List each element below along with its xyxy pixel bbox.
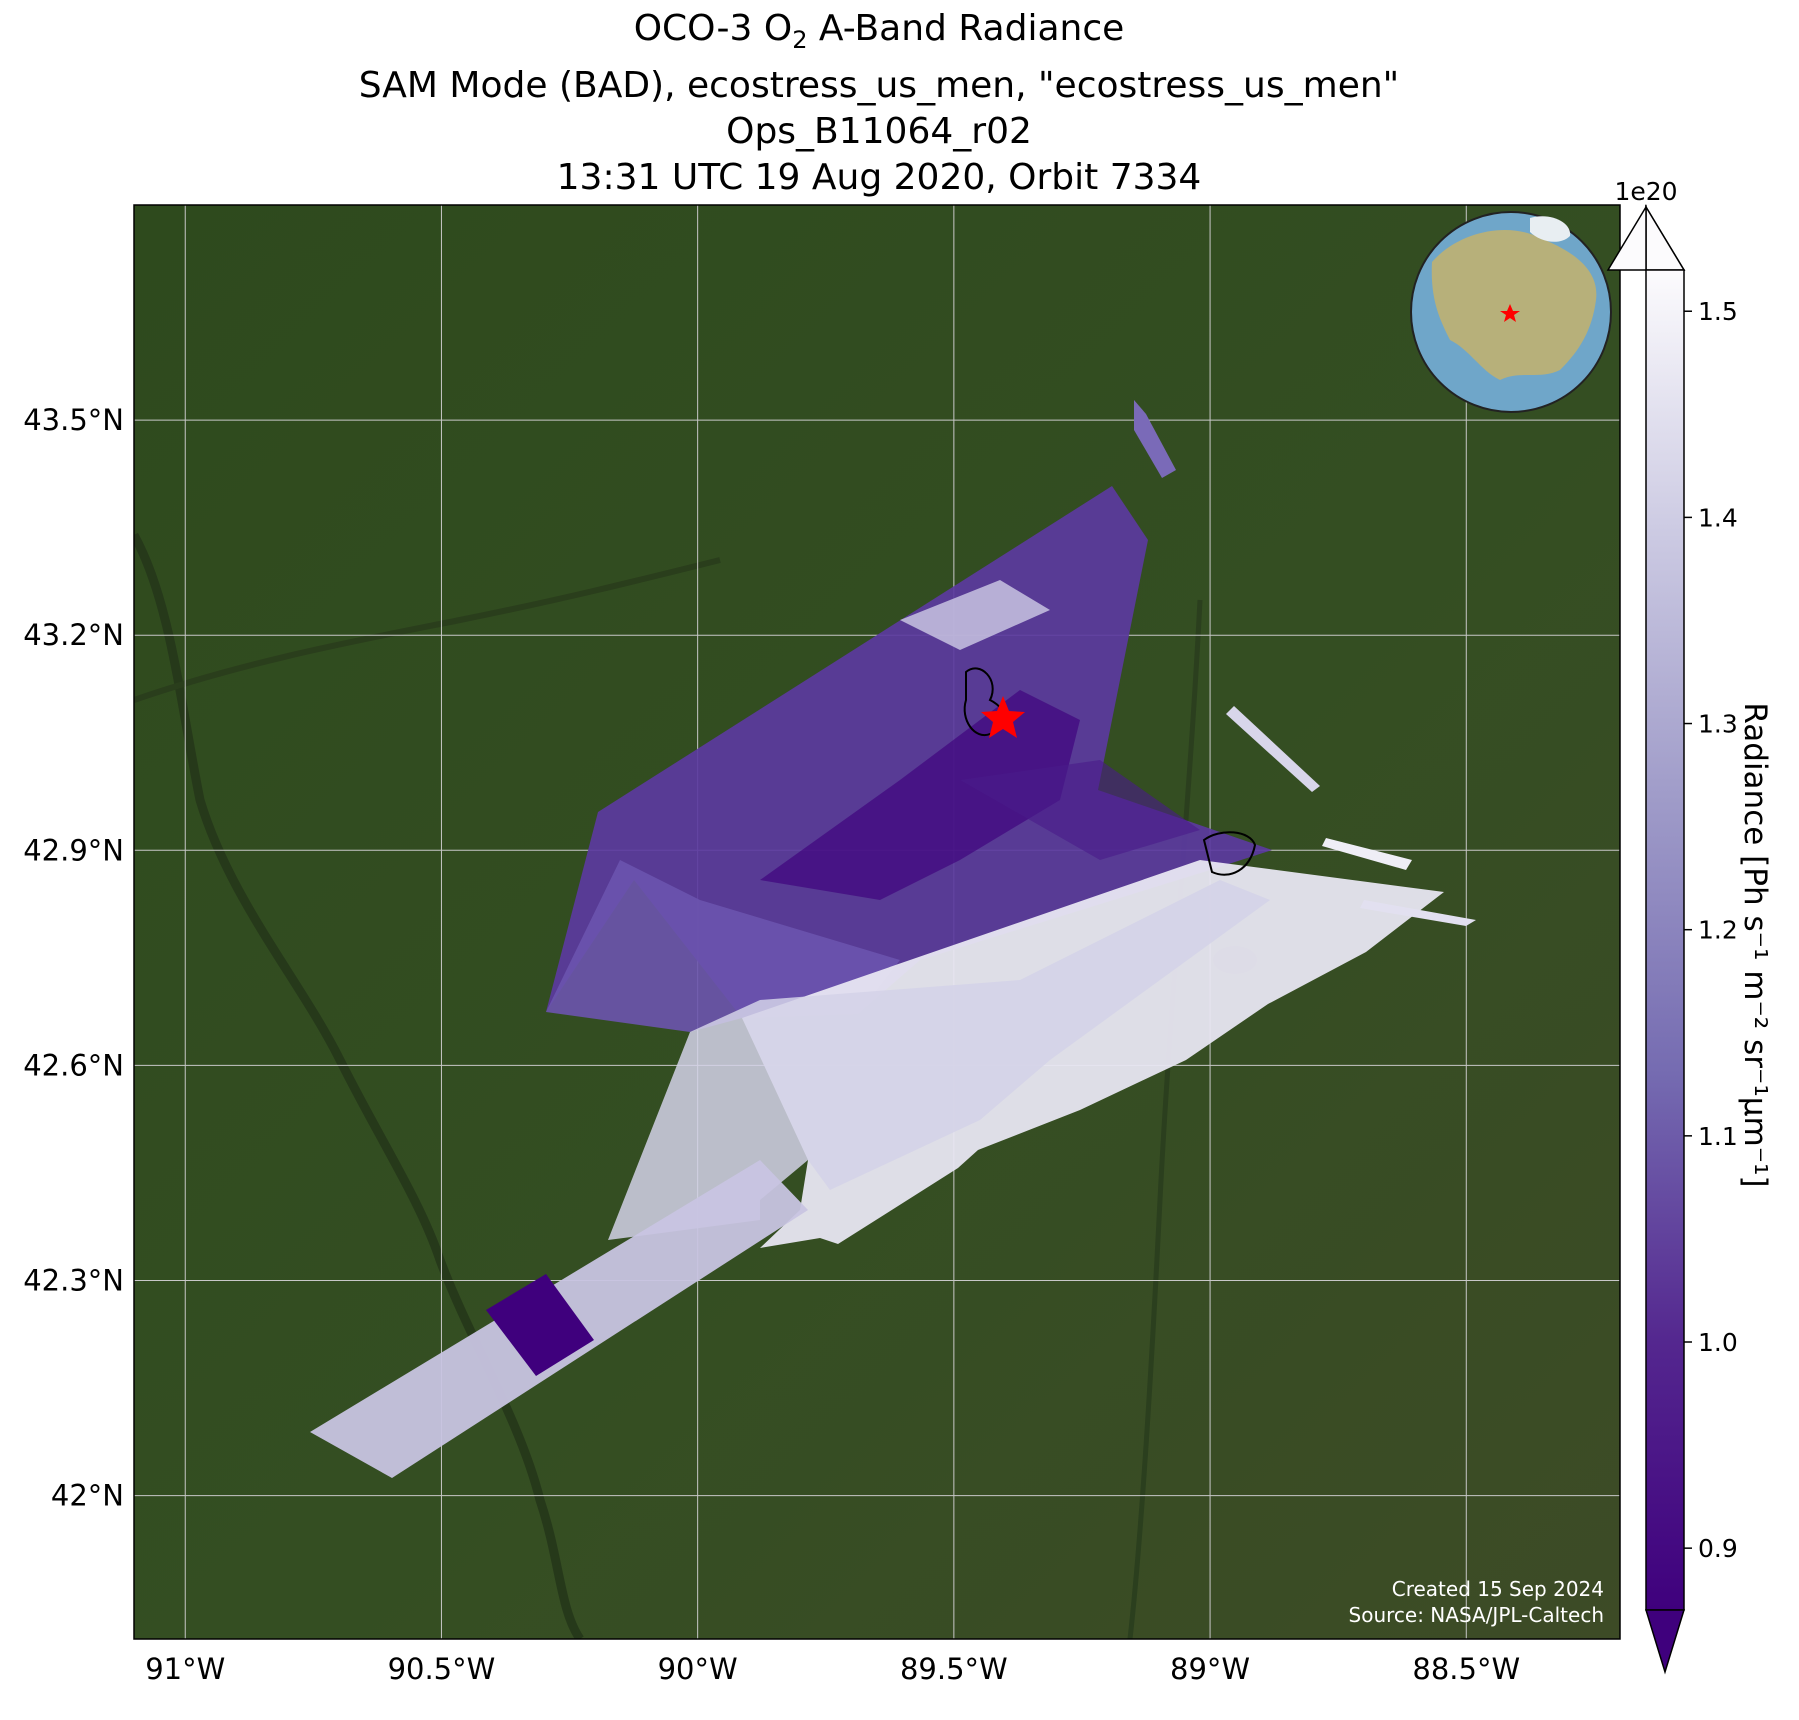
swath-fragment-north	[1134, 400, 1176, 478]
map-frame	[133, 204, 1621, 1640]
swath-lower-band	[608, 880, 1270, 1240]
colorbar-ticks: 0.9 1.0 1.1 1.2 1.3 1.4 1.5	[1684, 297, 1738, 1563]
swath-fragment-east-2	[1322, 838, 1412, 870]
colorbar-tick-label: 1.1	[1698, 1122, 1738, 1151]
colorbar-tick-label: 1.0	[1698, 1328, 1738, 1357]
colorbar-body	[1645, 269, 1685, 1611]
title-line-4: 13:31 UTC 19 Aug 2020, Orbit 7334	[556, 157, 1202, 199]
mississippi-river	[134, 532, 584, 1639]
lon-tick-label: 90°W	[658, 1652, 738, 1686]
colorbar-tick-label: 0.9	[1698, 1534, 1738, 1563]
radiance-swaths	[310, 400, 1476, 1478]
swath-dark-core	[760, 690, 1080, 900]
map-panel: Created 15 Sep 2024 Source: NASA/JPL-Cal…	[133, 204, 1621, 1640]
colorbar-axis-label: Radiance [Ph s⁻¹ m⁻² sr⁻¹μm⁻¹]	[1737, 702, 1773, 1187]
lat-tick-label: 43.5°N	[23, 403, 124, 437]
lon-tick-label: 91°W	[145, 1652, 225, 1686]
colorbar-extend-bottom	[1644, 1609, 1686, 1675]
colorbar-tick-label: 1.3	[1698, 710, 1738, 739]
swath-light-patch	[900, 580, 1050, 650]
colorbar-extend-top-left	[1606, 204, 1647, 271]
colorbar-tick-label: 1.2	[1698, 916, 1738, 945]
chart-title: OCO-3 O2 A-Band Radiance SAM Mode (BAD),…	[134, 6, 1624, 201]
globe-north-america	[1431, 230, 1597, 380]
lon-tick-label: 89°W	[1170, 1652, 1250, 1686]
colorbar: 1e20 0.9 1.0 1.1 1.2 1.3 1.4 1.5 Radiance [Ph …	[1606, 177, 1773, 1675]
title-line-1: OCO-3 O2 A-Band Radiance	[633, 8, 1125, 55]
created-credit: Created 15 Sep 2024	[1392, 1577, 1604, 1601]
star-icon	[1500, 304, 1520, 322]
globe-inset	[1410, 211, 1612, 413]
lon-tick-label: 89.5°W	[900, 1652, 1008, 1686]
rock-river	[1127, 599, 1203, 1639]
swath-fragment-east-1	[1226, 706, 1320, 792]
title-line-3: Ops_B11064_r02	[726, 111, 1032, 153]
lat-tick-label: 42.9°N	[23, 833, 124, 867]
secondary-outline	[1202, 831, 1257, 876]
swath-upper	[546, 486, 1272, 1018]
lon-tick-label: 90.5°W	[388, 1652, 496, 1686]
target-star	[981, 696, 1025, 738]
swath-dark-lower	[960, 760, 1200, 860]
colorbar-tick-label: 1.5	[1698, 297, 1738, 326]
lat-tick-label: 42.3°N	[23, 1264, 124, 1298]
colorbar-tick-label: 1.4	[1698, 503, 1738, 532]
swath-fragment-east-3	[1360, 900, 1476, 926]
swath-diagonal-dark	[486, 1274, 594, 1376]
globe-greenland	[1530, 216, 1571, 242]
lat-tick-labels: 42°N 42.3°N 42.6°N 42.9°N 43.2°N 43.5°N	[23, 403, 124, 1513]
swath-upper-wide	[546, 860, 900, 1032]
lon-tick-label: 88.5°W	[1412, 1652, 1520, 1686]
lat-tick-label: 43.2°N	[23, 618, 124, 652]
wisconsin-river	[134, 557, 721, 703]
lat-tick-label: 42.6°N	[23, 1048, 124, 1082]
source-credit: Source: NASA/JPL-Caltech	[1349, 1603, 1604, 1627]
lon-tick-labels: 91°W 90.5°W 90°W 89.5°W 89°W 88.5°W	[145, 1652, 1520, 1686]
lat-tick-label: 42°N	[51, 1479, 124, 1513]
title-line-2: SAM Mode (BAD), ecostress_us_men, "ecost…	[358, 65, 1400, 107]
colorbar-exponent: 1e20	[1614, 177, 1677, 206]
swath-lower	[742, 860, 1444, 1248]
colorbar-extend-top-fill	[1645, 204, 1686, 271]
